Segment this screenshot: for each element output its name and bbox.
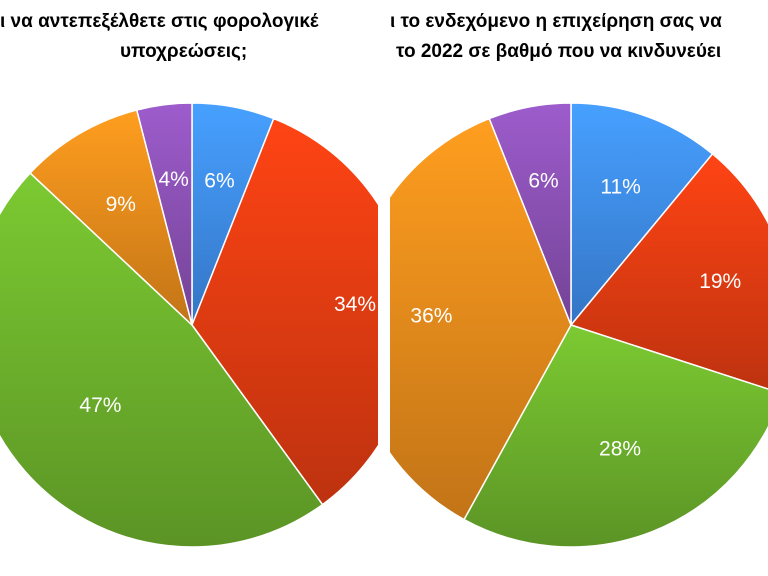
pie-chart-right: 11% 19% 28% 36% 6% [390, 102, 768, 548]
pie-slice [191, 117, 378, 506]
pie-slice-label: 47% [79, 394, 121, 417]
panel-divider [378, 0, 390, 576]
pie-slice-label: 4% [158, 168, 188, 191]
pie-slice [488, 102, 572, 326]
chart-title-right-line-2: το 2022 σε βαθμό που να κινδυνεύει [396, 41, 722, 62]
pie-slice [570, 102, 714, 328]
chart-title-left-line-1: ι να αντεπεξέλθετε στις φορολογικέ [0, 11, 319, 32]
chart-panel-left: 6% 34% 47% 9% 4% ι να αντεπεξέλθετε στις φορ… [0, 0, 378, 576]
pie-slice-label: 6% [528, 170, 558, 193]
pie-slice [29, 109, 194, 328]
pie-slice [463, 324, 768, 548]
chart-title-right-line-1: ι το ενδεχόμενο η επιχείρηση σας να [390, 11, 722, 32]
chart-panel-right: 11% 19% 28% 36% 6% ι το ενδεχόμενο η επιχείρ… [390, 0, 768, 576]
pie-slice [390, 117, 572, 521]
pie-slice [0, 171, 324, 548]
pie-slice-label: 19% [699, 270, 741, 293]
chart-title-left-line-2: υποχρεώσεις; [120, 41, 248, 62]
pie-slice-label: 6% [204, 170, 234, 193]
pie-chart-left: 6% 34% 47% 9% 4% [0, 102, 378, 548]
pie-slice-label: 28% [599, 437, 641, 460]
pie-slice-label: 11% [600, 176, 640, 199]
pie-slice [135, 102, 193, 326]
pie-slice-label: 9% [106, 193, 136, 216]
pie-slice-label: 36% [410, 305, 452, 328]
pie-slice [569, 152, 768, 390]
pie-slice-label: 34% [334, 293, 376, 316]
